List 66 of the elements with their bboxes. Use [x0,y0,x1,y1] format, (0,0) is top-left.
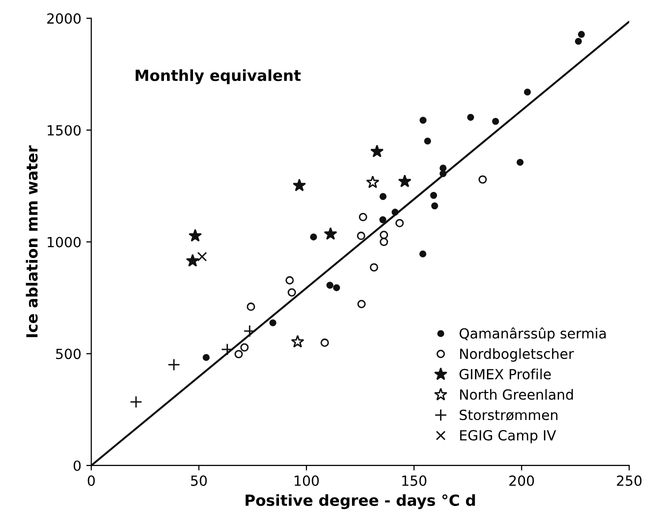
point [310,233,318,240]
x-tick-label: 250 [616,475,642,486]
point [285,276,294,285]
point [431,202,438,210]
point [420,116,427,124]
point [524,88,531,96]
point [288,288,296,297]
y-tick-label: 0 [74,460,81,471]
point [243,324,256,338]
point [478,175,487,184]
point [578,30,585,38]
y-tick-label: 1000 [48,236,81,248]
point [366,175,380,188]
y-tick-label: 2000 [47,13,81,24]
point [398,174,412,188]
legend-label: GIMEX Profile [460,368,551,380]
point [574,38,582,45]
legend-label: Qamanârssûp sermia [460,327,606,342]
legend-label: Storstrømmen [460,410,558,421]
y-tick-label: 500 [56,348,81,360]
point [168,358,180,371]
point [395,218,404,228]
point [246,302,256,311]
x-axis-title: Positive degree - days °C d [246,494,475,510]
point [358,212,368,222]
y-tick-label: 1500 [48,125,81,136]
point [492,118,500,125]
point [380,230,388,240]
x-tick-label: 200 [509,475,534,486]
point [370,263,378,272]
legend-label: EGIG Camp IV [460,430,556,444]
point [320,338,329,347]
point [290,334,304,348]
point [440,164,447,172]
point [186,254,200,267]
point [326,282,334,289]
point [269,319,276,326]
annotation: Monthly equivalent [136,69,301,84]
legend-label: North Greenland [460,389,573,400]
point [516,158,524,166]
point [202,354,210,361]
point [379,216,386,224]
point [324,227,338,240]
legend-label: Nordbogletscher [460,348,574,362]
x-tick-label: 0 [88,475,95,486]
point [333,284,340,292]
point [380,193,387,200]
point [197,252,207,262]
x-tick-label: 50 [191,475,207,486]
point [188,228,202,242]
point [424,138,432,145]
point [419,250,426,258]
point [356,232,366,240]
point [380,238,388,246]
point [240,343,249,352]
x-tick-label: 150 [402,475,426,486]
x-tick-label: 100 [294,475,319,486]
point [467,114,474,121]
y-axis-title: Ice ablation mm water [26,145,38,338]
point [292,178,306,192]
point [221,343,234,356]
point [357,300,366,308]
point [370,144,384,158]
point [430,192,438,199]
point [234,350,243,358]
point [130,396,142,408]
